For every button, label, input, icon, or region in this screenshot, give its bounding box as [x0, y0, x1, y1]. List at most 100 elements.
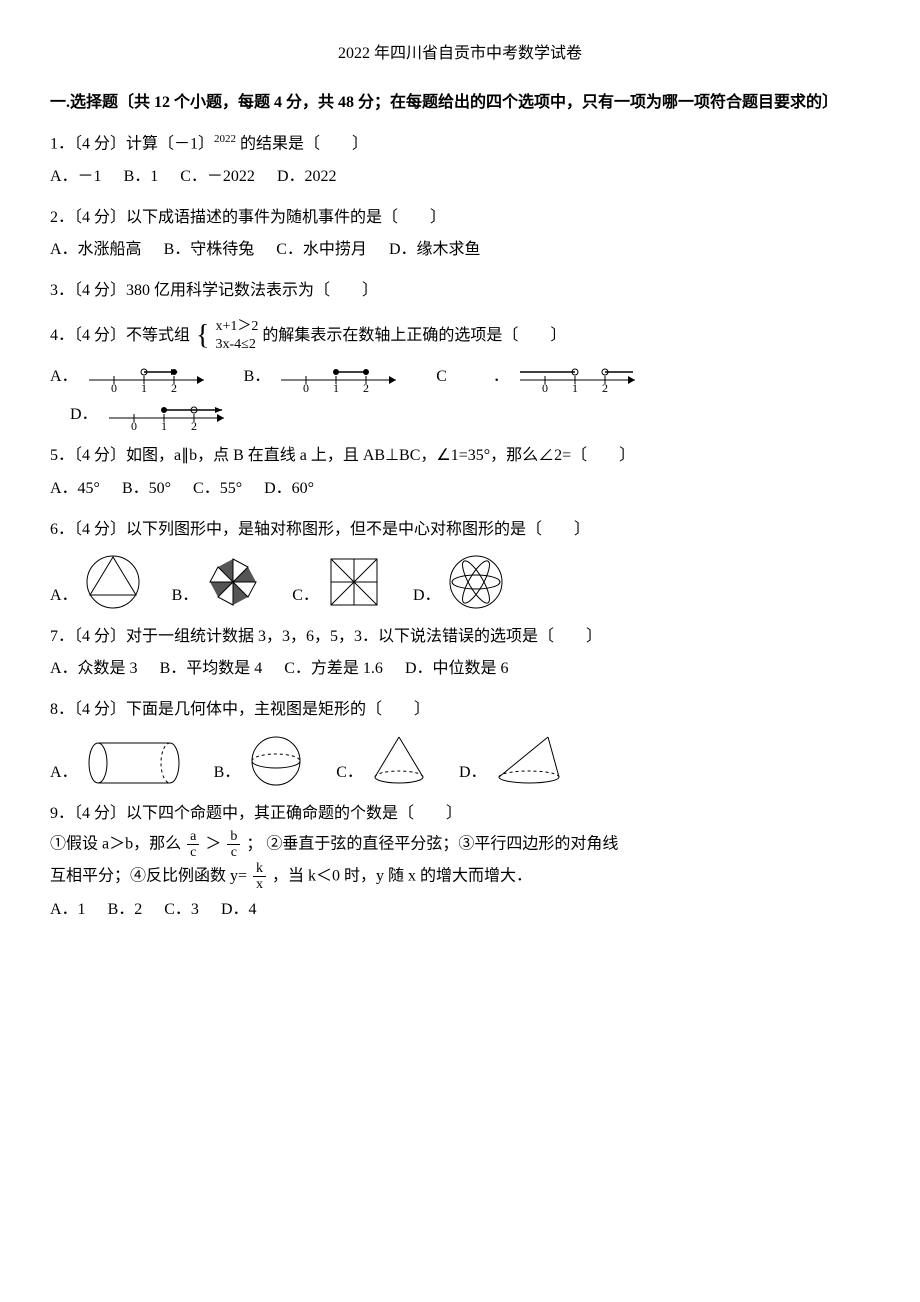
q6-option-c: C． [292, 553, 383, 611]
q9-line1-prefix: ①假设 a＞b，那么 [50, 835, 181, 852]
q2-choice-d: D．缘木求鱼 [389, 236, 481, 265]
q4-label-a: A． [50, 363, 78, 392]
frac2-num: b [227, 829, 240, 845]
brace-icon: { [196, 322, 209, 350]
q1-choice-a: A．－1 [50, 163, 102, 192]
q7-choice-d: D．中位数是 6 [405, 655, 509, 684]
svg-text:1: 1 [141, 381, 147, 392]
svg-text:0: 0 [111, 381, 117, 392]
fraction-k-over-x: k x [253, 861, 266, 893]
numberline-c-icon: 0 1 2 [515, 362, 645, 392]
q1-exponent: 2022 [214, 133, 236, 145]
frac1-num: a [187, 829, 199, 845]
q7-stem: 7．〔4 分〕对于一组统计数据 3，3，6，5，3．以下说法错误的选项是〔 〕 [50, 623, 870, 652]
inequality-system: x+1＞2 3x-4≤2 [215, 318, 258, 354]
q9-line2-suffix: ，当 k＜0 时，y 随 x 的增大而增大． [272, 867, 532, 884]
q4-stem-suffix: 的解集表示在数轴上正确的选项是〔 〕 [262, 327, 566, 344]
frac2-den: c [227, 845, 240, 860]
q8-option-d: D． [459, 733, 568, 788]
q9-choice-a: A．1 [50, 896, 86, 925]
fraction-a-over-c: a c [187, 829, 199, 861]
numberline-b-icon: 0 1 2 [276, 362, 406, 392]
question-4: 4．〔4 分〕不等式组 { x+1＞2 3x-4≤2 的解集表示在数轴上正确的选… [50, 318, 870, 430]
pinwheel-icon [204, 553, 262, 611]
question-8: 8．〔4 分〕下面是几何体中，主视图是矩形的〔 〕 A． B． C． [50, 696, 870, 788]
numberline-d-icon: 0 1 2 [104, 400, 234, 430]
q2-choice-a: A．水涨船高 [50, 236, 142, 265]
q9-stem: 9．〔4 分〕以下四个命题中，其正确命题的个数是〔 〕 [50, 800, 870, 829]
q9-choice-c: C．3 [164, 896, 199, 925]
triangle-in-circle-icon [84, 553, 142, 611]
q1-choice-c: C．－2022 [180, 163, 255, 192]
svg-text:1: 1 [572, 381, 578, 392]
q5-stem: 5．〔4 分〕如图，a∥b，点 B 在直线 a 上，且 AB⊥BC，∠1=35°… [50, 442, 870, 471]
q9-line1-suffix: ； ②垂直于弦的直径平分弦；③平行四边形的对角线 [246, 835, 618, 852]
q5-choice-c: C．55° [193, 475, 242, 504]
question-6: 6．〔4 分〕以下列图形中，是轴对称图形，但不是中心对称图形的是〔 〕 A． B… [50, 516, 870, 611]
svg-text:2: 2 [171, 381, 177, 392]
q7-choice-c: C．方差是 1.6 [284, 655, 383, 684]
q9-choice-d: D．4 [221, 896, 257, 925]
q3-stem: 3．〔4 分〕380 亿用科学记数法表示为〔 〕 [50, 277, 870, 306]
question-1: 1．〔4 分〕计算〔－1〕2022 的结果是〔 〕 A．－1 B．1 C．－20… [50, 130, 870, 192]
svg-text:2: 2 [363, 381, 369, 392]
svg-text:2: 2 [602, 381, 608, 392]
q5-choice-a: A．45° [50, 475, 100, 504]
question-3: 3．〔4 分〕380 亿用科学记数法表示为〔 〕 [50, 277, 870, 306]
q4-option-b: B． 0 1 2 [244, 362, 407, 392]
q8-label-a: A． [50, 759, 78, 788]
frac3-num: k [253, 861, 266, 877]
q7-choice-b: B．平均数是 4 [160, 655, 263, 684]
cone-upright-icon [369, 733, 429, 788]
q7-choice-a: A．众数是 3 [50, 655, 138, 684]
numberline-a-icon: 0 1 2 [84, 362, 214, 392]
q1-stem-prefix: 1．〔4 分〕计算〔－1〕 [50, 135, 214, 152]
q1-choice-d: D．2022 [277, 163, 337, 192]
question-5: 5．〔4 分〕如图，a∥b，点 B 在直线 a 上，且 AB⊥BC，∠1=35°… [50, 442, 870, 504]
q6-option-a: A． [50, 553, 142, 611]
q9-line2-prefix: 互相平分；④反比例函数 y= [50, 867, 247, 884]
q5-choice-d: D．60° [264, 475, 314, 504]
q1-choice-b: B．1 [124, 163, 159, 192]
section-header: 一.选择题〔共 12 个小题，每题 4 分，共 48 分；在每题给出的四个选项中… [50, 89, 870, 118]
q4-stem-prefix: 4．〔4 分〕不等式组 [50, 327, 190, 344]
q4-ineq-1: x+1＞2 [215, 318, 258, 336]
q8-option-c: C． [336, 733, 429, 788]
q4-label-c-dot: ． [493, 363, 509, 392]
q6-option-b: B． [172, 553, 263, 611]
sphere-icon [246, 733, 306, 788]
q4-label-c: C [436, 363, 447, 392]
q6-label-d: D． [413, 582, 441, 611]
q4-label-b: B． [244, 363, 271, 392]
q5-choice-b: B．50° [122, 475, 171, 504]
q2-choice-b: B．守株待兔 [164, 236, 255, 265]
q4-option-d: D． 0 1 2 [70, 400, 234, 430]
q8-stem: 8．〔4 分〕下面是几何体中，主视图是矩形的〔 〕 [50, 696, 870, 725]
q1-stem-suffix: 的结果是〔 〕 [236, 135, 368, 152]
cylinder-icon [84, 738, 184, 788]
svg-text:2: 2 [191, 419, 197, 430]
q8-label-d: D． [459, 759, 487, 788]
q8-option-a: A． [50, 738, 184, 788]
question-2: 2．〔4 分〕以下成语描述的事件为随机事件的是〔 〕 A．水涨船高 B．守株待兔… [50, 204, 870, 266]
fraction-b-over-c: b c [227, 829, 240, 861]
q6-label-a: A． [50, 582, 78, 611]
svg-text:0: 0 [303, 381, 309, 392]
q2-choice-c: C．水中捞月 [276, 236, 367, 265]
q6-label-b: B． [172, 582, 199, 611]
q6-label-c: C． [292, 582, 319, 611]
cone-oblique-icon [493, 733, 568, 788]
exam-title: 2022 年四川省自贡市中考数学试卷 [50, 40, 870, 69]
q4-ineq-2: 3x-4≤2 [215, 336, 258, 354]
svg-text:0: 0 [542, 381, 548, 392]
q9-choice-b: B．2 [108, 896, 143, 925]
gt-symbol: ＞ [205, 835, 221, 852]
frac3-den: x [253, 877, 266, 892]
svg-text:1: 1 [333, 381, 339, 392]
q6-option-d: D． [413, 553, 505, 611]
question-7: 7．〔4 分〕对于一组统计数据 3，3，6，5，3．以下说法错误的选项是〔 〕 … [50, 623, 870, 685]
frac1-den: c [187, 845, 199, 860]
q8-option-b: B． [214, 733, 307, 788]
q4-option-a: A． 0 1 2 [50, 362, 214, 392]
q8-label-c: C． [336, 759, 363, 788]
